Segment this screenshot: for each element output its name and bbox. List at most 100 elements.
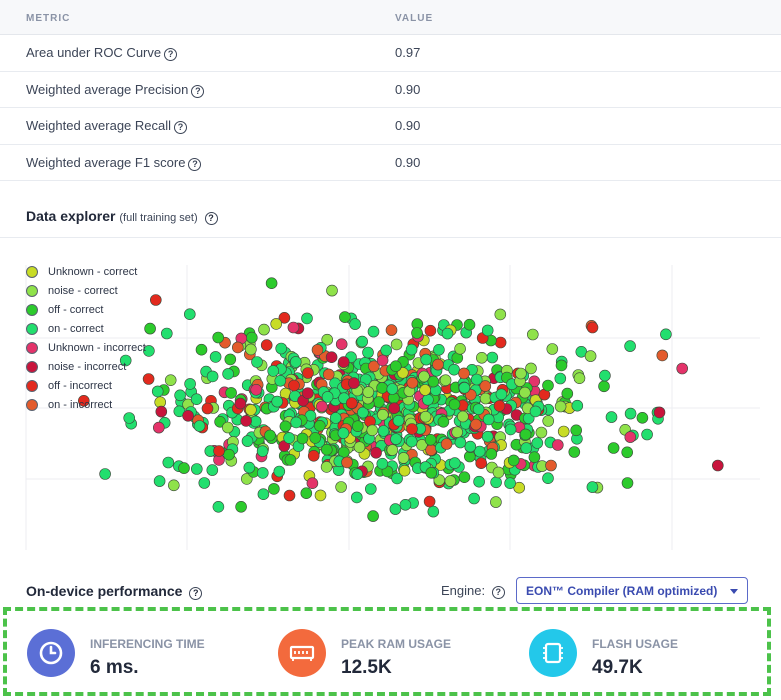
data-point: [490, 476, 502, 489]
metrics-header: METRIC VALUE: [0, 0, 781, 35]
perf-label: INFERENCING TIME: [90, 637, 205, 651]
data-point: [676, 362, 689, 375]
data-point: [212, 500, 225, 513]
data-point: [531, 437, 544, 449]
data-point: [337, 356, 350, 368]
data-point: [571, 399, 584, 412]
legend-item[interactable]: on - incorrect: [26, 395, 146, 414]
data-point: [411, 327, 423, 339]
data-point: [368, 360, 380, 373]
data-point: [250, 383, 263, 396]
data-point: [641, 428, 653, 441]
help-icon[interactable]: ?: [191, 84, 205, 98]
data-point: [326, 284, 338, 297]
legend-swatch: [26, 398, 38, 411]
data-point: [273, 465, 286, 478]
data-point: [264, 429, 276, 442]
data-point: [268, 483, 280, 495]
data-point: [419, 410, 432, 423]
data-point: [151, 385, 164, 398]
data-point: [370, 446, 382, 459]
legend-item[interactable]: on - correct: [26, 319, 146, 338]
data-point: [398, 464, 411, 477]
data-point: [182, 409, 194, 422]
data-point: [481, 324, 494, 337]
data-point: [193, 420, 206, 432]
data-point: [376, 354, 389, 367]
data-point: [162, 456, 175, 469]
data-point: [288, 379, 300, 392]
data-point: [624, 431, 637, 443]
data-point: [184, 308, 196, 321]
data-point: [271, 395, 284, 408]
data-explorer-scatter[interactable]: [0, 238, 781, 560]
data-point: [463, 318, 476, 331]
data-point: [335, 481, 347, 493]
perf-label: FLASH USAGE: [592, 637, 679, 651]
help-icon[interactable]: ?: [174, 121, 188, 134]
data-point: [624, 340, 636, 352]
perf-title-text: On-device performance: [26, 583, 183, 599]
metric-row-f1: Weighted average F1 score? 0.90: [0, 145, 781, 181]
data-point: [325, 351, 338, 364]
data-point: [525, 362, 537, 375]
data-point: [290, 416, 303, 429]
legend-item[interactable]: Unknown - incorrect: [26, 338, 146, 357]
data-point: [364, 483, 377, 495]
data-point: [309, 432, 322, 444]
data-point: [356, 335, 369, 348]
legend-item[interactable]: off - incorrect: [26, 376, 146, 395]
explorer-title-text: Data explorer: [26, 208, 116, 224]
legend-item[interactable]: off - correct: [26, 300, 146, 319]
help-icon[interactable]: ?: [189, 587, 203, 600]
legend-item[interactable]: noise - correct: [26, 281, 146, 300]
data-point: [235, 500, 247, 513]
data-point: [150, 294, 162, 306]
data-point: [391, 472, 403, 485]
data-point: [493, 400, 506, 412]
help-icon[interactable]: ?: [491, 586, 505, 599]
data-point: [482, 413, 495, 426]
data-point: [184, 378, 196, 390]
metric-column-header: METRIC: [26, 13, 71, 24]
data-point: [464, 440, 477, 453]
data-point: [245, 343, 257, 356]
data-point: [168, 479, 180, 492]
data-point: [283, 432, 295, 444]
data-point: [380, 344, 393, 357]
data-point: [504, 477, 516, 490]
data-point: [243, 461, 256, 474]
legend-label: on - correct: [48, 322, 104, 335]
data-point: [397, 452, 410, 464]
legend-item[interactable]: noise - incorrect: [26, 357, 146, 376]
help-icon[interactable]: ?: [188, 157, 202, 171]
data-point: [656, 349, 669, 362]
ram-icon: [278, 629, 326, 677]
data-point: [366, 424, 379, 437]
perf-value: 49.7K: [592, 657, 643, 678]
data-point: [529, 405, 542, 418]
data-point: [573, 372, 586, 385]
data-point: [222, 421, 234, 434]
data-point: [222, 368, 234, 380]
data-point: [605, 411, 618, 423]
data-point: [660, 328, 672, 341]
data-point: [424, 433, 437, 446]
data-point: [399, 498, 412, 511]
data-point: [349, 318, 361, 330]
help-icon[interactable]: ?: [164, 48, 178, 61]
data-point: [515, 367, 527, 380]
data-point: [388, 402, 401, 415]
data-point: [234, 397, 247, 410]
legend-label: off - incorrect: [48, 379, 112, 392]
engine-select[interactable]: EON™ Compiler (RAM optimized): [516, 577, 748, 604]
perf-value: 6 ms.: [90, 657, 139, 678]
data-point: [314, 489, 327, 502]
data-point: [475, 457, 488, 470]
data-point: [144, 322, 156, 335]
performance-summary: INFERENCING TIME 6 ms. PEAK RAM USAGE 12…: [3, 607, 771, 696]
help-icon[interactable]: ?: [204, 212, 218, 225]
legend-item[interactable]: Unknown - correct: [26, 262, 146, 281]
data-point: [283, 489, 296, 502]
metric-value: 0.90: [395, 81, 421, 97]
